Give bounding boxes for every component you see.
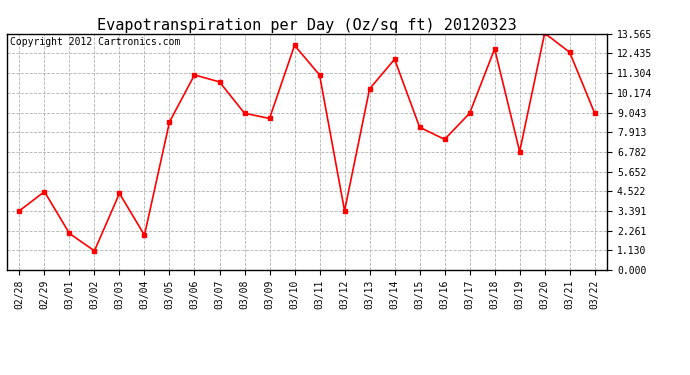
Title: Evapotranspiration per Day (Oz/sq ft) 20120323: Evapotranspiration per Day (Oz/sq ft) 20… xyxy=(97,18,517,33)
Text: Copyright 2012 Cartronics.com: Copyright 2012 Cartronics.com xyxy=(10,37,180,47)
